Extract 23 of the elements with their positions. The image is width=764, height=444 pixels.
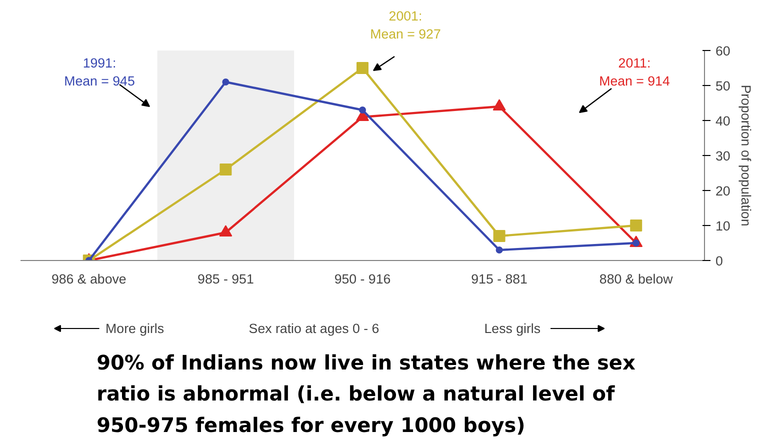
text: 2011: — [618, 56, 651, 70]
text: More girls — [106, 321, 164, 336]
text: Mean = 927 — [370, 26, 441, 42]
y-tick-label: 30 — [716, 148, 730, 164]
y-tick-label: 50 — [716, 78, 730, 94]
annotation: Mean = 945 — [64, 74, 135, 88]
y-tick-label: 10 — [716, 218, 730, 234]
y-tick-label: 40 — [716, 114, 730, 128]
text: 90% of Indians now live in states where the sex ratio is abnormal (i.e. below a natural level of 950-975 females for every 1000 boys) — [96, 350, 636, 437]
text: Less girls — [484, 321, 541, 336]
x-tick-label: 915 - 881 — [471, 272, 528, 286]
x-axis-title: Sex ratio at ages 0 - 6 — [248, 321, 380, 336]
x-tick-label: 985 - 951 — [198, 272, 254, 286]
y-axis-title: Proportion of population — [738, 84, 754, 226]
x-tick-label: 986 & above — [51, 272, 126, 286]
x-tick-label: 950 - 916 — [334, 272, 391, 286]
y-tick-label: 20 — [716, 184, 730, 198]
annotation: Mean = 914 — [599, 74, 670, 88]
x-tick-label: 880 & below — [599, 272, 674, 286]
text: 1991: — [82, 56, 116, 70]
text: 2001: — [388, 8, 422, 24]
y-tick-label: 0 — [716, 254, 723, 268]
y-tick-label: 60 — [716, 44, 730, 58]
